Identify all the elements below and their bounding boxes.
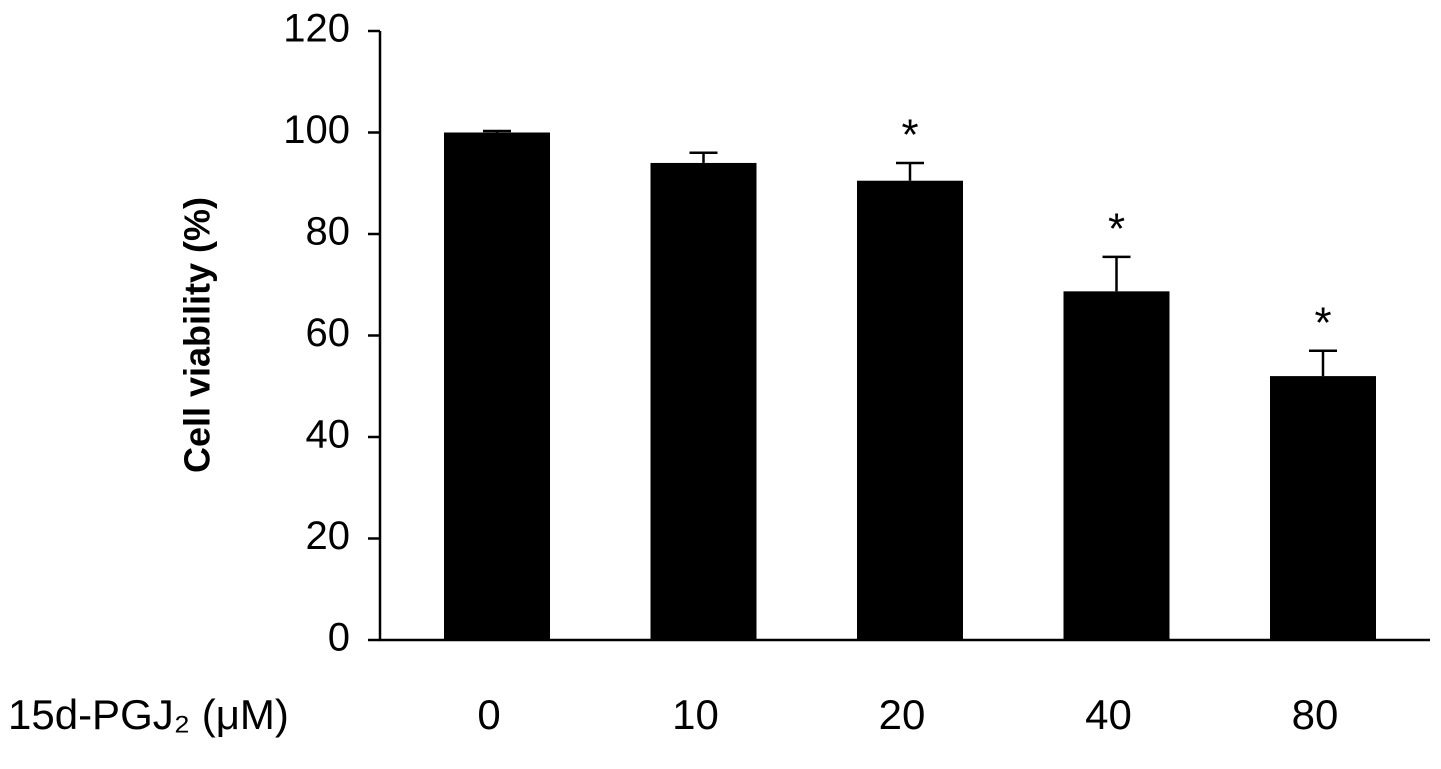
x-tick-label: 40: [1085, 691, 1132, 738]
x-tick-label: 80: [1292, 691, 1339, 738]
y-tick-label: 0: [328, 616, 350, 660]
bar: [444, 132, 550, 640]
y-tick-label: 40: [306, 413, 351, 457]
significance-marker: *: [1108, 204, 1125, 253]
x-tick-label: 10: [672, 691, 719, 738]
y-tick-label: 120: [283, 7, 350, 51]
bar: [1063, 291, 1170, 640]
y-axis-label: Cell viability (%): [177, 197, 218, 473]
x-tick-label: 20: [879, 691, 926, 738]
y-tick-label: 60: [306, 311, 351, 355]
bar: [650, 162, 757, 640]
significance-marker: *: [901, 111, 918, 160]
y-tick-label: 100: [283, 108, 350, 152]
significance-marker: *: [1314, 298, 1331, 347]
bar: [1270, 376, 1376, 640]
y-tick-label: 20: [306, 514, 351, 558]
y-tick-label: 80: [306, 210, 351, 254]
bar: [857, 180, 963, 640]
x-axis-label: 15d-PGJ₂ (μM): [8, 691, 289, 738]
x-tick-label: 0: [477, 691, 500, 738]
